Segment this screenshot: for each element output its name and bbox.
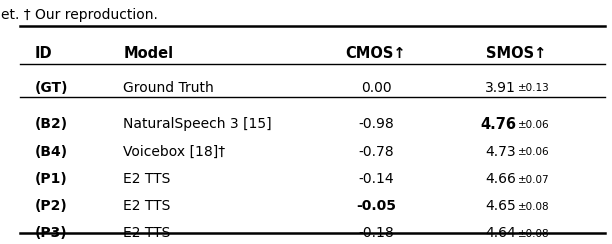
Text: E2 TTS: E2 TTS [123, 226, 171, 240]
Text: ±0.08: ±0.08 [518, 229, 550, 239]
Text: 3.91: 3.91 [485, 81, 516, 95]
Text: (B2): (B2) [35, 117, 68, 131]
Text: (GT): (GT) [35, 81, 69, 95]
Text: SMOS↑: SMOS↑ [486, 46, 547, 61]
Text: -0.98: -0.98 [358, 117, 394, 131]
Text: E2 TTS: E2 TTS [123, 199, 171, 213]
Text: 4.73: 4.73 [485, 144, 516, 159]
Text: NaturalSpeech 3 [15]: NaturalSpeech 3 [15] [123, 117, 272, 131]
Text: Ground Truth: Ground Truth [123, 81, 214, 95]
Text: 4.65: 4.65 [485, 199, 516, 213]
Text: (P3): (P3) [35, 226, 67, 240]
Text: ±0.13: ±0.13 [518, 83, 550, 93]
Text: Model: Model [123, 46, 173, 61]
Text: 4.76: 4.76 [480, 117, 516, 132]
Text: et. † Our reproduction.: et. † Our reproduction. [1, 9, 159, 22]
Text: (P1): (P1) [35, 172, 68, 186]
Text: E2 TTS: E2 TTS [123, 172, 171, 186]
Text: CMOS↑: CMOS↑ [346, 46, 406, 61]
Text: ±0.06: ±0.06 [518, 147, 550, 157]
Text: 4.64: 4.64 [485, 226, 516, 240]
Text: (B4): (B4) [35, 144, 68, 159]
Text: ID: ID [35, 46, 53, 61]
Text: ±0.08: ±0.08 [518, 202, 550, 212]
Text: -0.05: -0.05 [356, 199, 396, 213]
Text: -0.14: -0.14 [358, 172, 394, 186]
Text: 0.00: 0.00 [360, 81, 391, 95]
Text: (P2): (P2) [35, 199, 68, 213]
Text: Voicebox [18]†: Voicebox [18]† [123, 144, 225, 159]
Text: ±0.07: ±0.07 [518, 175, 550, 185]
Text: -0.18: -0.18 [358, 226, 394, 240]
Text: -0.78: -0.78 [358, 144, 394, 159]
Text: ±0.06: ±0.06 [518, 120, 550, 130]
Text: 4.66: 4.66 [485, 172, 516, 186]
